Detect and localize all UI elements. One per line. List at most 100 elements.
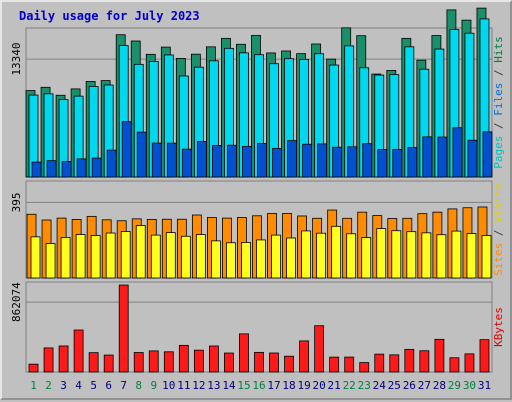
bar-hits-pages-day-11 [181,148,192,178]
bar-visits-sites-day-18 [286,237,296,279]
bar-kbytes-kbytes-day-26 [404,348,415,373]
day-label-10: 10 [162,379,175,392]
panel-kbytes-max-label: 862074 [10,282,23,322]
bar-kbytes-kbytes-day-19 [299,340,310,373]
daily-usage-chart: Daily usage for July 2023 13340 Pages / F… [10,7,505,392]
bar-visits-sites-day-12 [195,234,206,279]
bar-visits-sites-day-20 [316,232,327,279]
bar-kbytes-kbytes-day-4 [73,329,84,373]
bar-hits-pages-day-26 [407,147,418,178]
day-label-3: 3 [60,379,67,392]
bar-hits-pages-day-14 [227,144,237,178]
bar-kbytes-kbytes-day-6 [103,354,114,373]
bar-kbytes-kbytes-day-20 [314,325,325,373]
bar-hits-pages-day-19 [302,143,313,178]
bar-kbytes-kbytes-day-28 [434,338,445,373]
day-label-14: 14 [222,379,236,392]
bar-kbytes-kbytes-day-22 [344,356,355,373]
bar-visits-sites-day-25 [391,230,402,279]
bar-visits-sites-day-22 [346,233,357,279]
bar-kbytes-kbytes-day-24 [374,353,385,373]
bar-hits-pages-day-30 [467,139,478,178]
bar-visits-sites-day-31 [481,235,492,279]
bar-hits-pages-day-5 [91,157,102,178]
bar-visits-sites-day-16 [256,239,266,279]
day-label-13: 13 [207,379,220,392]
day-label-26: 26 [403,379,416,392]
legend-visits-0: Sites [492,243,505,276]
bar-hits-pages-day-23 [362,143,373,178]
bar-visits-sites-day-27 [421,232,432,279]
bar-kbytes-kbytes-day-29 [449,357,460,373]
bar-kbytes-kbytes-day-3 [58,345,69,373]
bar-hits-pages-day-4 [76,158,87,178]
bar-kbytes-kbytes-day-25 [389,354,400,373]
bar-visits-sites-day-26 [406,231,417,279]
panel-visits: 395 Sites / Visits [10,180,505,279]
bar-visits-sites-day-4 [75,234,86,279]
bar-kbytes-kbytes-day-11 [178,344,189,373]
day-label-19: 19 [297,379,310,392]
day-label-30: 30 [463,379,476,392]
bar-kbytes-kbytes-day-31 [479,339,490,373]
chart-title: Daily usage for July 2023 [19,9,200,23]
legend-kbytes-0: KBytes [492,307,505,347]
bar-visits-sites-day-24 [376,228,387,279]
bar-visits-sites-day-8 [135,225,146,279]
bar-visits-sites-day-10 [165,232,176,279]
day-label-29: 29 [448,379,461,392]
legend-visits-1: / [492,223,505,243]
bar-hits-pages-day-16 [257,143,267,178]
day-label-22: 22 [343,379,356,392]
day-label-2: 2 [45,379,52,392]
bar-hits-pages-day-29 [452,127,463,178]
day-label-9: 9 [150,379,157,392]
bar-hits-pages-day-18 [287,140,297,178]
bar-kbytes-kbytes-day-12 [193,349,204,373]
panel-kbytes: 862074 KBytes [10,281,505,373]
bar-kbytes-kbytes-day-13 [208,345,219,373]
day-label-16: 16 [252,379,265,392]
bar-kbytes-kbytes-day-15 [239,333,249,373]
day-label-21: 21 [328,379,341,392]
bar-hits-pages-day-2 [46,160,57,178]
bar-hits-pages-day-3 [61,161,72,178]
day-label-6: 6 [105,379,112,392]
day-label-7: 7 [120,379,127,392]
legend-visits-2: Visits [492,183,505,223]
panel-hits: 13340 Pages / Files / Hits [10,7,505,178]
bar-visits-sites-day-13 [210,240,221,279]
panel-visits-legend: Sites / Visits [492,183,505,276]
bar-visits-sites-day-17 [271,234,281,279]
bar-kbytes-kbytes-day-14 [224,352,234,373]
bar-kbytes-kbytes-day-7 [118,284,129,373]
bar-hits-pages-day-31 [482,131,493,178]
bar-kbytes-kbytes-day-2 [43,347,54,373]
bar-hits-pages-day-21 [332,146,343,178]
bar-visits-sites-day-9 [150,234,161,279]
bar-kbytes-kbytes-day-27 [419,350,430,373]
day-label-27: 27 [418,379,431,392]
bar-visits-sites-day-5 [90,235,101,279]
bar-kbytes-kbytes-day-9 [148,350,159,373]
bar-visits-sites-day-30 [466,233,477,279]
bar-visits-sites-day-3 [60,237,71,279]
bar-visits-sites-day-2 [45,243,56,279]
x-axis-labels: 1 2 3 4 5 6 7 8 9 10 11 12 13 14 15 16 17 18 19 20 21 22 23 24 2… [30,379,491,392]
bar-hits-pages-day-13 [211,145,222,178]
bar-hits-pages-day-20 [317,143,328,178]
day-label-31: 31 [478,379,491,392]
legend-hits-2: Files [492,83,505,116]
bar-hits-pages-day-25 [392,149,403,178]
panel-kbytes-legend: KBytes [492,307,505,347]
bar-visits-sites-day-1 [30,236,41,279]
day-label-8: 8 [135,379,142,392]
bar-hits-pages-day-15 [242,145,252,178]
bar-visits-sites-day-11 [180,235,191,279]
bar-visits-sites-day-7 [120,231,131,279]
legend-hits-4: Hits [492,36,505,63]
bar-kbytes-kbytes-day-18 [284,355,294,373]
panel-hits-max-label: 13340 [10,43,23,76]
bar-kbytes-kbytes-day-17 [269,352,279,373]
